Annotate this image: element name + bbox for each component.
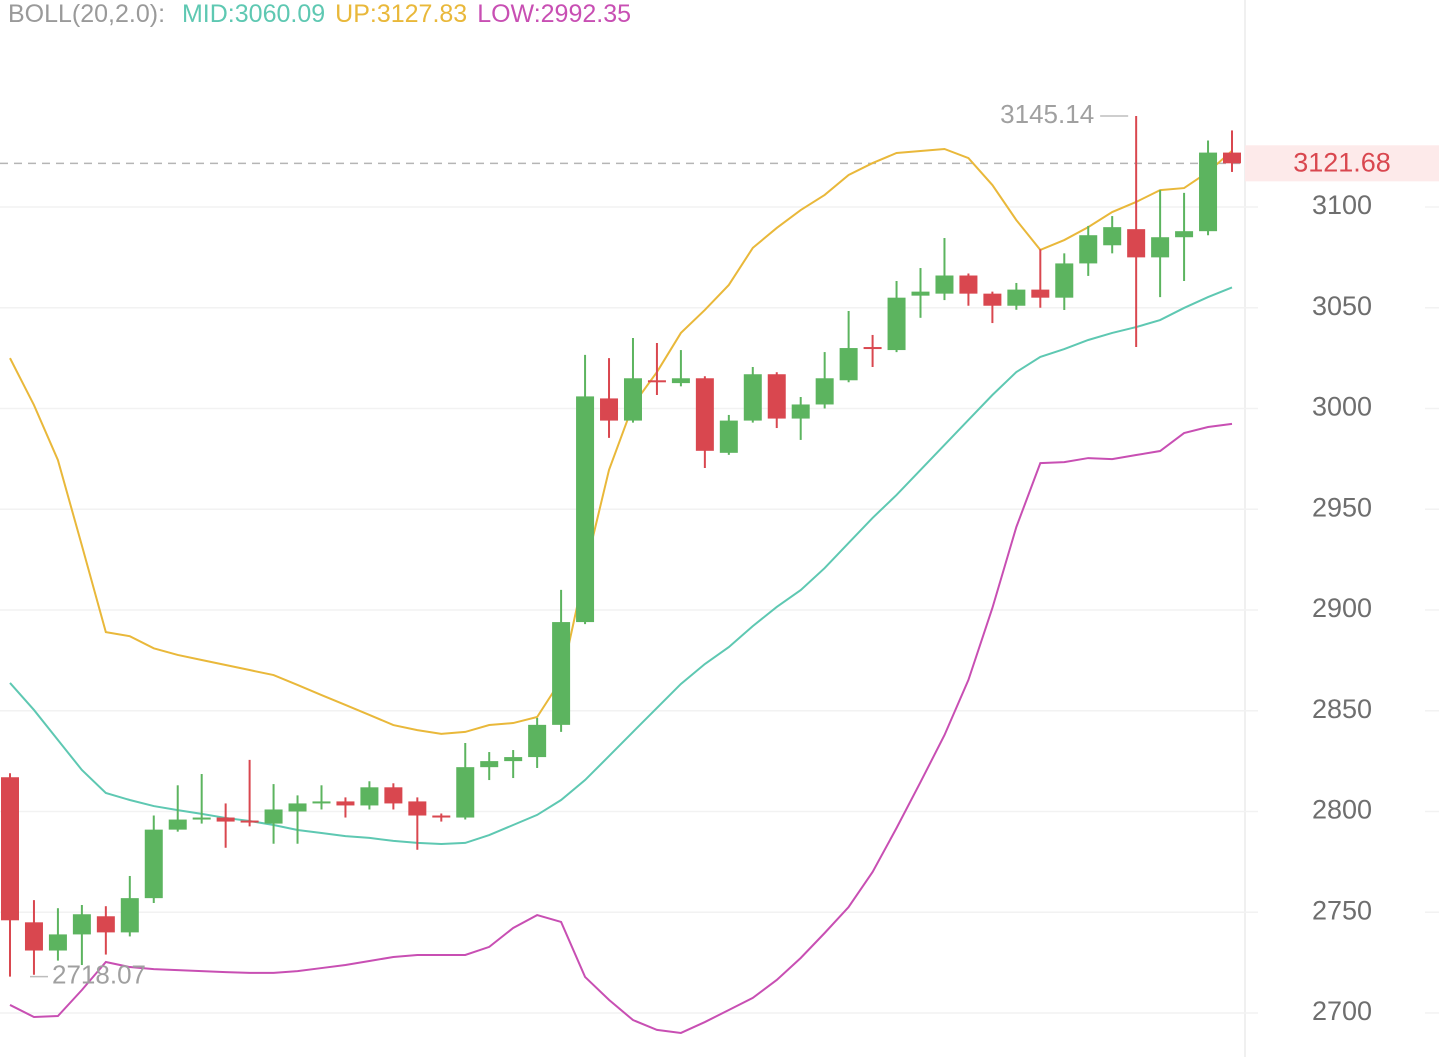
candle-body: [767, 374, 786, 419]
candle-body: [911, 291, 930, 296]
candle-body: [647, 380, 666, 383]
candle-body: [312, 801, 331, 804]
candle-body: [1031, 289, 1050, 298]
legend: BOLL(20,2.0): MID:3060.09 UP:3127.83 LOW:2…: [8, 0, 631, 28]
candle-body: [216, 817, 235, 822]
candle-body: [935, 275, 954, 294]
candle-body: [600, 398, 619, 421]
candle-body: [719, 420, 738, 453]
candle-body: [1, 777, 19, 921]
y-tick-label: 2750: [1312, 895, 1372, 925]
candle-body: [1223, 152, 1241, 164]
y-tick-label: 2700: [1312, 996, 1372, 1026]
y-tick-label: 2950: [1312, 492, 1372, 522]
candle-body: [192, 817, 211, 820]
candle-body: [456, 767, 475, 818]
candle-body: [1199, 152, 1218, 232]
candle-body: [480, 761, 499, 768]
y-tick-label: 3050: [1312, 291, 1372, 321]
candle-body: [839, 348, 858, 381]
legend-name: MID:: [181, 0, 235, 28]
indicator-label: BOLL(20,2.0):: [8, 0, 166, 28]
candle-body: [1175, 231, 1194, 238]
candle-body: [576, 396, 595, 623]
min-label: 2718.07: [52, 959, 146, 989]
candle-body: [1151, 237, 1170, 258]
y-tick-label: 2800: [1312, 795, 1372, 825]
candle-body: [695, 378, 714, 451]
candle-body: [887, 297, 906, 351]
y-tick-label: 3000: [1312, 392, 1372, 422]
candle-body: [24, 922, 43, 951]
candle-body: [48, 934, 67, 951]
candle-body: [336, 801, 355, 806]
candle-body: [432, 815, 451, 818]
candle-body: [384, 787, 403, 804]
band-line: [9, 422, 1233, 1034]
candle-body: [1127, 229, 1146, 258]
candle-body: [96, 916, 115, 933]
candle-body: [360, 787, 379, 806]
candle-body: [815, 378, 834, 405]
legend-name: UP:: [335, 0, 377, 28]
candle-body: [743, 374, 762, 421]
candle-body: [552, 622, 571, 725]
candle-body: [168, 819, 187, 830]
y-tick-label: 3100: [1312, 190, 1372, 220]
candle-body: [288, 803, 307, 812]
current-price-label: 3121.68: [1293, 147, 1391, 177]
candle-body: [528, 724, 547, 758]
candle-body: [671, 378, 690, 384]
legend-item: MID:3060.09: [182, 0, 325, 28]
y-tick-label: 2900: [1312, 593, 1372, 623]
legend-value: 3060.09: [234, 0, 326, 28]
candle-body: [120, 898, 139, 933]
legend-item: UP:3127.83: [335, 0, 467, 28]
candle-body: [959, 275, 978, 294]
candle-body: [1055, 263, 1074, 298]
legend-value: 2992.35: [540, 0, 632, 28]
legend-value: 3127.83: [376, 0, 468, 28]
candle-body: [1079, 235, 1098, 264]
candle-body: [1007, 289, 1026, 306]
candle-body: [408, 801, 427, 816]
candle-body: [863, 347, 882, 350]
legend-name: LOW:: [477, 0, 541, 28]
band-line: [9, 286, 1233, 845]
current-price-tag: [1245, 145, 1439, 182]
max-label: 3145.14: [1000, 99, 1094, 129]
y-tick-label: 2850: [1312, 694, 1372, 724]
candle-body: [1103, 227, 1122, 246]
legend-item: LOW:2992.35: [477, 0, 631, 28]
candle-body: [144, 829, 163, 899]
candle-body: [504, 757, 523, 762]
candle-body: [623, 378, 642, 421]
candle-body: [791, 404, 810, 419]
band-line: [9, 147, 1233, 735]
candle-body: [983, 293, 1002, 306]
candle-body: [240, 820, 259, 823]
candle-body: [264, 809, 283, 824]
candle-body: [72, 914, 91, 935]
